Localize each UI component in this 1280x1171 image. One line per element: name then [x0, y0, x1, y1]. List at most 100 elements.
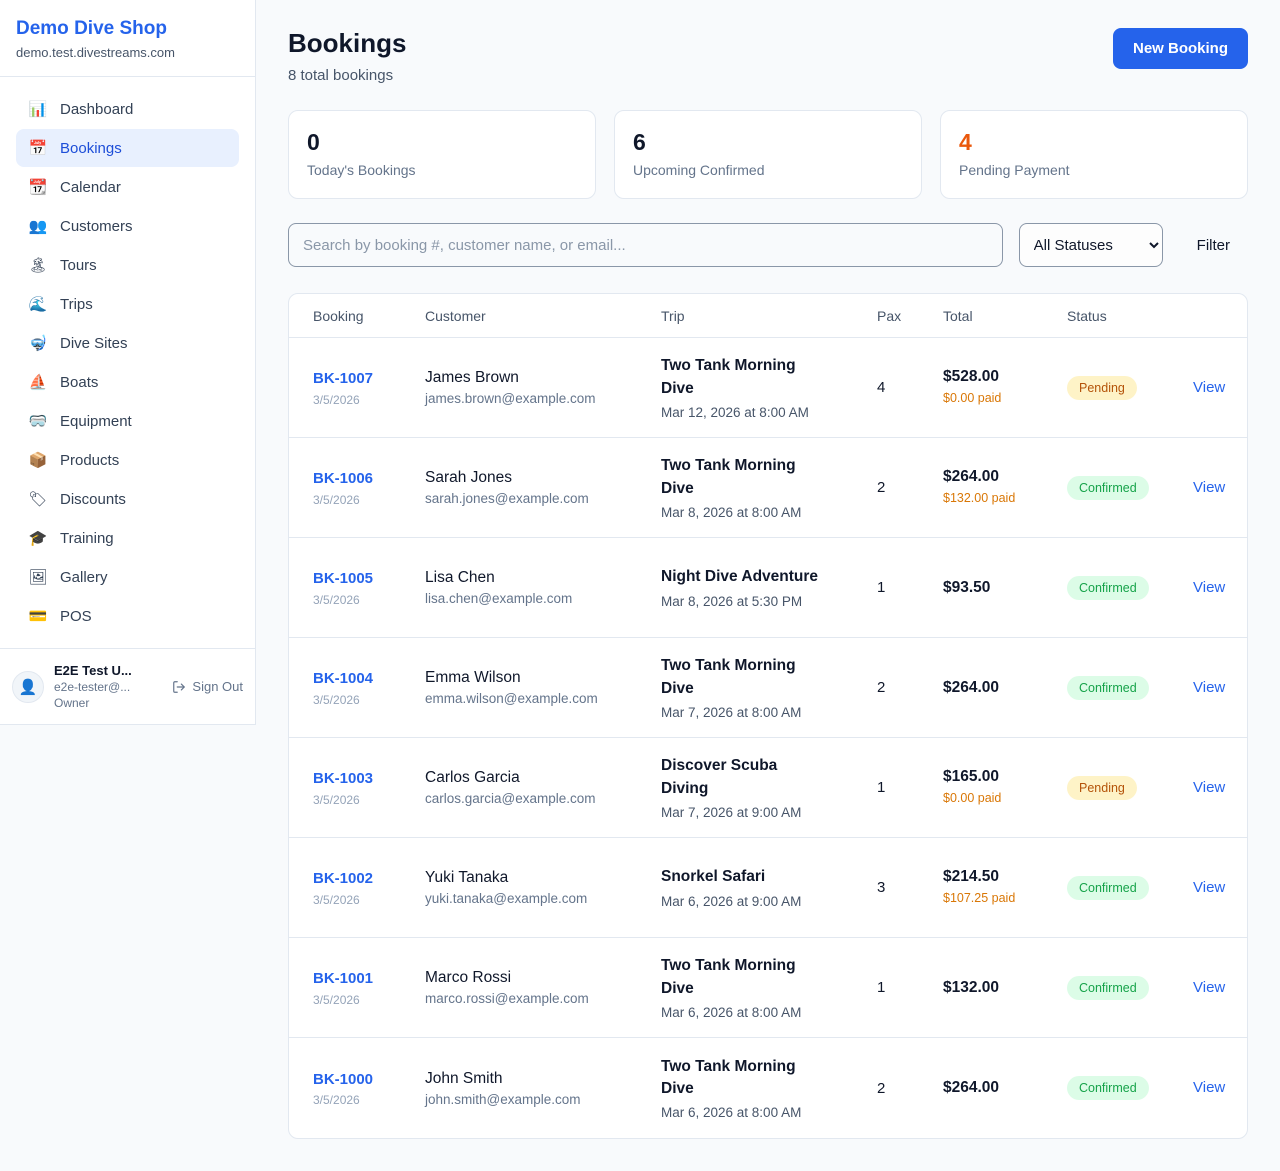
booking-link[interactable]: BK-1000 [313, 1070, 374, 1088]
sidebar-item-label: Bookings [60, 139, 122, 157]
trip-cell: Snorkel Safari Mar 6, 2026 at 9:00 AM [661, 866, 877, 908]
sidebar-item-dive-sites[interactable]: 🤿 Dive Sites [16, 324, 239, 362]
customer-cell: James Brown james.brown@example.com [425, 369, 661, 406]
sidebar-item-products[interactable]: 📦 Products [16, 441, 239, 479]
stats-row: 0 Today's Bookings 6 Upcoming Confirmed … [288, 110, 1248, 199]
booking-link[interactable]: BK-1004 [313, 670, 374, 688]
sidebar-item-label: Discounts [60, 490, 126, 508]
sidebar-item-training[interactable]: 🎓 Training [16, 519, 239, 557]
calendar-icon: 📆 [28, 179, 48, 196]
customer-cell: Yuki Tanaka yuki.tanaka@example.com [425, 869, 661, 906]
column-header-trip: Trip [661, 307, 685, 324]
status-badge: Confirmed [1067, 675, 1149, 700]
sidebar-item-label: Equipment [60, 412, 132, 430]
total-amount: $264.00 [943, 467, 1000, 485]
new-booking-button[interactable]: New Booking [1112, 28, 1248, 69]
sidebar-item-customers[interactable]: 👥 Customers [16, 207, 239, 245]
bookings-table: Booking Customer Trip Pax Total Status B… [288, 293, 1248, 1139]
customer-cell: Marco Rossi marco.rossi@example.com [425, 969, 661, 1006]
view-link[interactable]: View [1193, 778, 1226, 796]
status-cell: Confirmed [1067, 675, 1193, 700]
filter-button[interactable]: Filter [1179, 237, 1248, 254]
booking-date: 3/5/2026 [313, 892, 360, 907]
trip-name: Night Dive Adventure [661, 568, 819, 586]
booking-link[interactable]: BK-1007 [313, 370, 374, 388]
dashboard-icon: 📊 [28, 101, 48, 118]
sidebar-item-boats[interactable]: ⛵ Boats [16, 363, 239, 401]
booking-link[interactable]: BK-1005 [313, 570, 374, 588]
total-cell: $264.00 $132.00 paid [943, 468, 1067, 508]
trip-name: Two Tank Morning Dive [661, 357, 796, 397]
sign-out-label: Sign Out [192, 679, 243, 694]
view-link[interactable]: View [1193, 478, 1226, 496]
bookings-icon: 📅 [28, 140, 48, 157]
status-filter-select[interactable]: All Statuses [1018, 223, 1163, 267]
user-name: E2E Test U... [54, 663, 132, 678]
pax-count: 2 [877, 679, 886, 696]
sidebar-item-tours[interactable]: 🏝 Tours [16, 246, 239, 284]
filter-row: All Statuses Filter [288, 223, 1248, 267]
status-badge: Pending [1067, 775, 1137, 800]
stat-label: Today's Bookings [307, 162, 416, 178]
trip-cell: Discover Scuba Diving Mar 7, 2026 at 9:0… [661, 755, 877, 820]
booking-link[interactable]: BK-1006 [313, 470, 374, 488]
equipment-icon: 🥽 [28, 413, 48, 430]
trip-name: Discover Scuba Diving [661, 757, 778, 797]
view-link[interactable]: View [1193, 678, 1226, 696]
sidebar-item-label: Dashboard [60, 100, 134, 118]
view-link[interactable]: View [1193, 878, 1226, 896]
pax-count: 1 [877, 579, 886, 596]
booking-date: 3/5/2026 [313, 992, 360, 1007]
customer-cell: Lisa Chen lisa.chen@example.com [425, 569, 661, 606]
trip-time: Mar 8, 2026 at 5:30 PM [661, 593, 803, 609]
booking-link[interactable]: BK-1003 [313, 770, 374, 788]
sidebar-item-trips[interactable]: 🌊 Trips [16, 285, 239, 323]
trip-name: Two Tank Morning Dive [661, 457, 796, 497]
customer-name: James Brown [425, 369, 519, 386]
sidebar-item-bookings[interactable]: 📅 Bookings [16, 129, 239, 167]
trip-name: Snorkel Safari [661, 868, 766, 886]
booking-link[interactable]: BK-1002 [313, 870, 374, 888]
sidebar-item-pos[interactable]: 💳 POS [16, 597, 239, 635]
search-input[interactable] [288, 223, 1003, 267]
user-section: 👤 E2E Test U... e2e-tester@... Owner Sig… [0, 648, 255, 724]
page-title-block: Bookings 8 total bookings [288, 28, 406, 84]
trip-cell: Two Tank Morning Dive Mar 6, 2026 at 8:0… [661, 955, 877, 1020]
view-link[interactable]: View [1193, 578, 1226, 596]
customer-email: carlos.garcia@example.com [425, 791, 596, 806]
view-link[interactable]: View [1193, 1079, 1226, 1096]
trip-name: Two Tank Morning Dive [661, 957, 796, 997]
stat-card-todays-bookings: 0 Today's Bookings [288, 110, 596, 199]
customers-icon: 👥 [28, 218, 48, 235]
actions-cell: View [1193, 678, 1226, 697]
customer-cell: Sarah Jones sarah.jones@example.com [425, 469, 661, 506]
sidebar-item-label: Dive Sites [60, 334, 128, 352]
sidebar-item-gallery[interactable]: 🖼 Gallery [16, 558, 239, 596]
sidebar-item-calendar[interactable]: 📆 Calendar [16, 168, 239, 206]
table-row: BK-1003 3/5/2026 Carlos Garcia carlos.ga… [289, 738, 1247, 838]
main-content: Bookings 8 total bookings New Booking 0 … [256, 0, 1280, 1171]
stat-value: 4 [959, 129, 972, 155]
sidebar-item-dashboard[interactable]: 📊 Dashboard [16, 90, 239, 128]
sidebar-item-equipment[interactable]: 🥽 Equipment [16, 402, 239, 440]
column-header-status: Status [1067, 307, 1107, 324]
booking-date: 3/5/2026 [313, 592, 360, 607]
stat-value: 6 [633, 129, 646, 155]
total-amount: $93.50 [943, 578, 991, 596]
sidebar-item-label: Customers [60, 217, 133, 235]
trip-name: Two Tank Morning Dive [661, 657, 796, 697]
view-link[interactable]: View [1193, 978, 1226, 996]
paid-amount: $107.25 paid [943, 890, 1016, 905]
status-badge: Confirmed [1067, 875, 1149, 900]
table-row: BK-1004 3/5/2026 Emma Wilson emma.wilson… [289, 638, 1247, 738]
customer-cell: Emma Wilson emma.wilson@example.com [425, 669, 661, 706]
pax-count: 4 [877, 379, 886, 396]
view-link[interactable]: View [1193, 378, 1226, 396]
total-amount: $214.50 [943, 867, 1000, 885]
actions-cell: View [1193, 478, 1226, 497]
booking-link[interactable]: BK-1001 [313, 970, 374, 988]
booking-date: 3/5/2026 [313, 392, 360, 407]
sign-out-button[interactable]: Sign Out [172, 679, 243, 694]
shop-domain: demo.test.divestreams.com [16, 45, 175, 60]
sidebar-item-discounts[interactable]: 🏷 Discounts [16, 480, 239, 518]
